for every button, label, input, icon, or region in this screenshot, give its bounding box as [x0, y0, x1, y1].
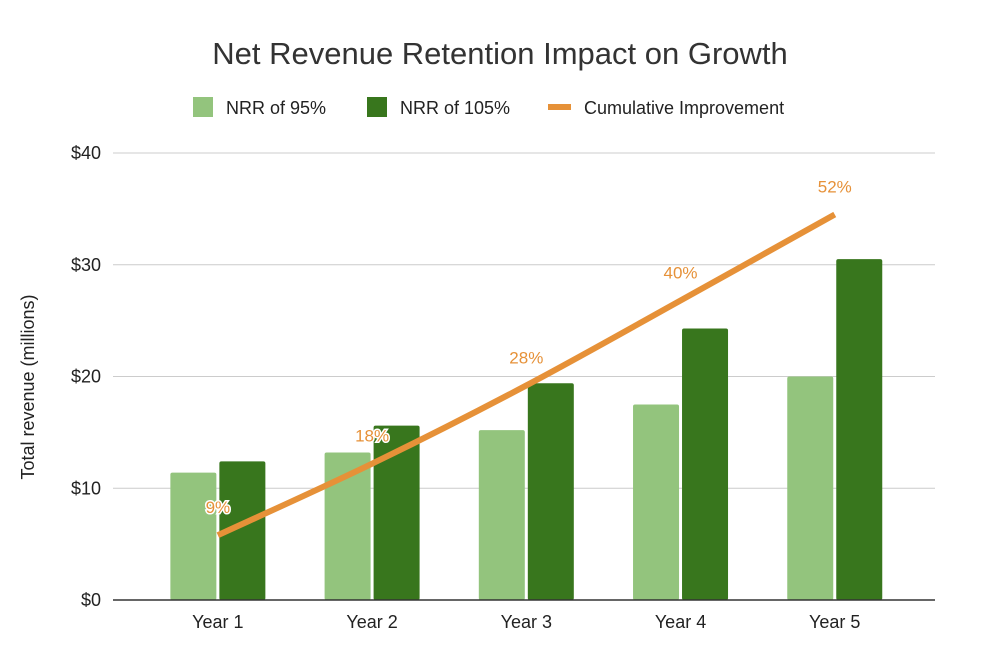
- data-label-cumulative: 52%: [818, 177, 852, 196]
- cumulative-improvement-line: 9% 18% 28% 40% 52%: [204, 176, 853, 538]
- bar-nrr-105: [682, 328, 729, 600]
- data-label-cumulative: 40%: [664, 264, 698, 283]
- x-tick-label: Year 2: [346, 612, 397, 632]
- x-tick-label: Year 3: [501, 612, 552, 632]
- y-tick-label: $10: [71, 478, 101, 498]
- bar-nrr-95: [170, 472, 217, 600]
- x-tick-label: Year 1: [192, 612, 243, 632]
- bar-nrr-105: [527, 383, 574, 600]
- data-label-cumulative: 18%: [355, 427, 389, 446]
- y-tick-label: $30: [71, 255, 101, 275]
- legend-label-nrr-95: NRR of 95%: [226, 98, 326, 118]
- bar-nrr-95: [787, 376, 834, 600]
- data-label-cumulative: 28%: [509, 348, 543, 367]
- y-axis-label: Total revenue (millions): [18, 294, 38, 479]
- legend-label-cumulative: Cumulative Improvement: [584, 98, 784, 118]
- bar-nrr-95: [633, 404, 680, 600]
- legend-item-nrr-95[interactable]: NRR of 95%: [193, 97, 326, 118]
- legend: NRR of 95% NRR of 105% Cumulative Improv…: [193, 97, 784, 118]
- x-tick-label: Year 4: [655, 612, 706, 632]
- bar-nrr-105: [219, 461, 266, 600]
- bar-nrr-95: [478, 430, 525, 600]
- x-tick-label: Year 5: [809, 612, 860, 632]
- legend-label-nrr-105: NRR of 105%: [400, 98, 510, 118]
- legend-item-cumulative[interactable]: Cumulative Improvement: [548, 98, 784, 118]
- bar-nrr-95: [324, 452, 371, 600]
- y-tick-label: $0: [81, 590, 101, 610]
- bar-nrr-105: [836, 259, 883, 600]
- chart-title: Net Revenue Retention Impact on Growth: [212, 36, 788, 71]
- y-tick-label: $40: [71, 143, 101, 163]
- bars: [170, 259, 883, 600]
- x-axis-ticks: Year 1 Year 2 Year 3 Year 4 Year 5: [192, 612, 860, 632]
- bar-nrr-105: [373, 425, 420, 600]
- y-axis-ticks: $0 $10 $20 $30 $40: [71, 143, 101, 610]
- legend-swatch-nrr-95: [193, 97, 213, 117]
- legend-swatch-nrr-105: [367, 97, 387, 117]
- data-label-cumulative: 9%: [206, 498, 231, 517]
- legend-item-nrr-105[interactable]: NRR of 105%: [367, 97, 510, 118]
- cumulative-line-path: [216, 211, 837, 538]
- y-tick-label: $20: [71, 367, 101, 387]
